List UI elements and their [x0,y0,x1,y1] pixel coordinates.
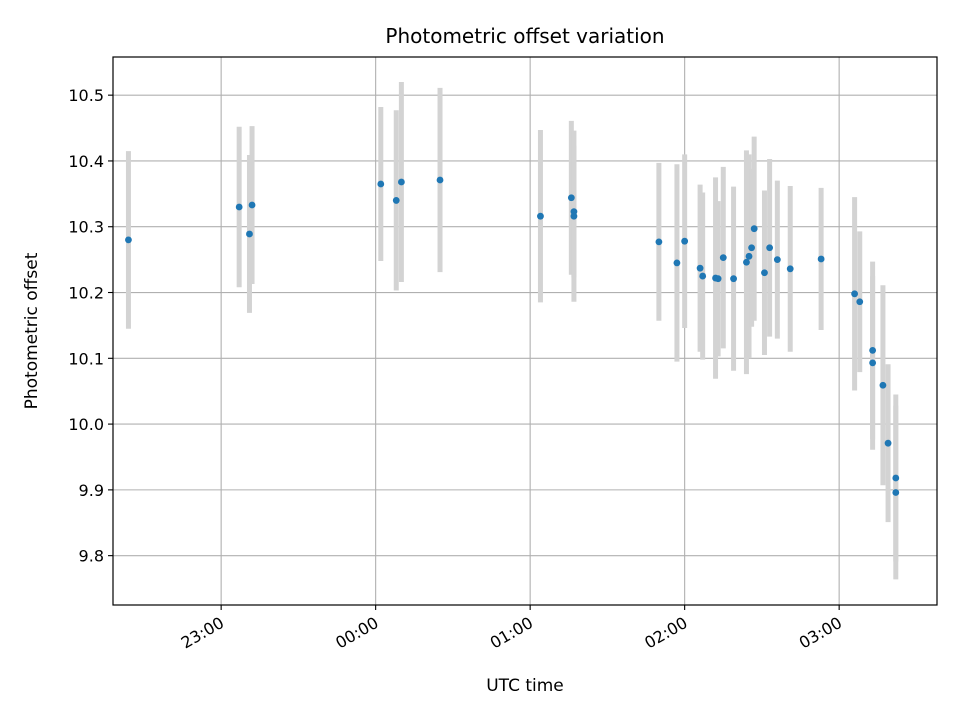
data-point [719,254,727,262]
data-point [817,255,825,263]
data-point [892,489,900,496]
y-tick-label: 10.2 [68,284,104,303]
plot-frame [112,56,938,606]
y-axis-label: Photometric offset [22,252,42,409]
y-tick-label: 10.0 [68,415,104,434]
data-point [681,237,689,245]
data-point [537,212,544,220]
data-point [856,298,864,306]
data-point [786,265,794,273]
y-tick-label: 10.5 [68,86,104,105]
data-point [743,258,750,266]
data-point [436,176,444,184]
data-point [398,178,405,186]
data-point [773,256,781,264]
y-tick-label: 10.3 [68,218,104,237]
data-point [235,203,243,211]
data-point [730,275,737,283]
y-axis-ticks: 9.8 9.9 10.0 10.1 10.2 10.3 10.4 10.5 [68,86,113,566]
data-point [377,180,385,188]
data-point [248,201,256,209]
y-tick-label: 9.9 [79,481,104,500]
data-point [125,236,132,244]
data-point [761,269,768,277]
data-point [750,225,758,233]
data-point [851,290,858,298]
data-point [699,272,707,280]
data-point [766,244,774,252]
data-point [748,244,755,252]
data-point [869,359,877,367]
data-point [892,474,900,482]
data-point [567,194,575,202]
chart-title: Photometric offset variation [385,24,664,48]
data-point [884,439,892,447]
data-point [696,264,704,272]
data-point [392,197,400,204]
y-tick-label: 10.1 [68,349,104,368]
y-tick-label: 10.4 [68,152,104,171]
y-tick-label: 9.8 [79,547,104,566]
x-axis-label: UTC time [486,676,564,696]
data-point [714,275,722,283]
data-point [879,381,887,389]
data-point [655,238,663,246]
data-point [745,252,753,260]
data-point [246,230,253,238]
data-points [125,176,900,496]
data-point [869,347,877,354]
data-point [570,212,578,220]
data-point [673,259,681,267]
